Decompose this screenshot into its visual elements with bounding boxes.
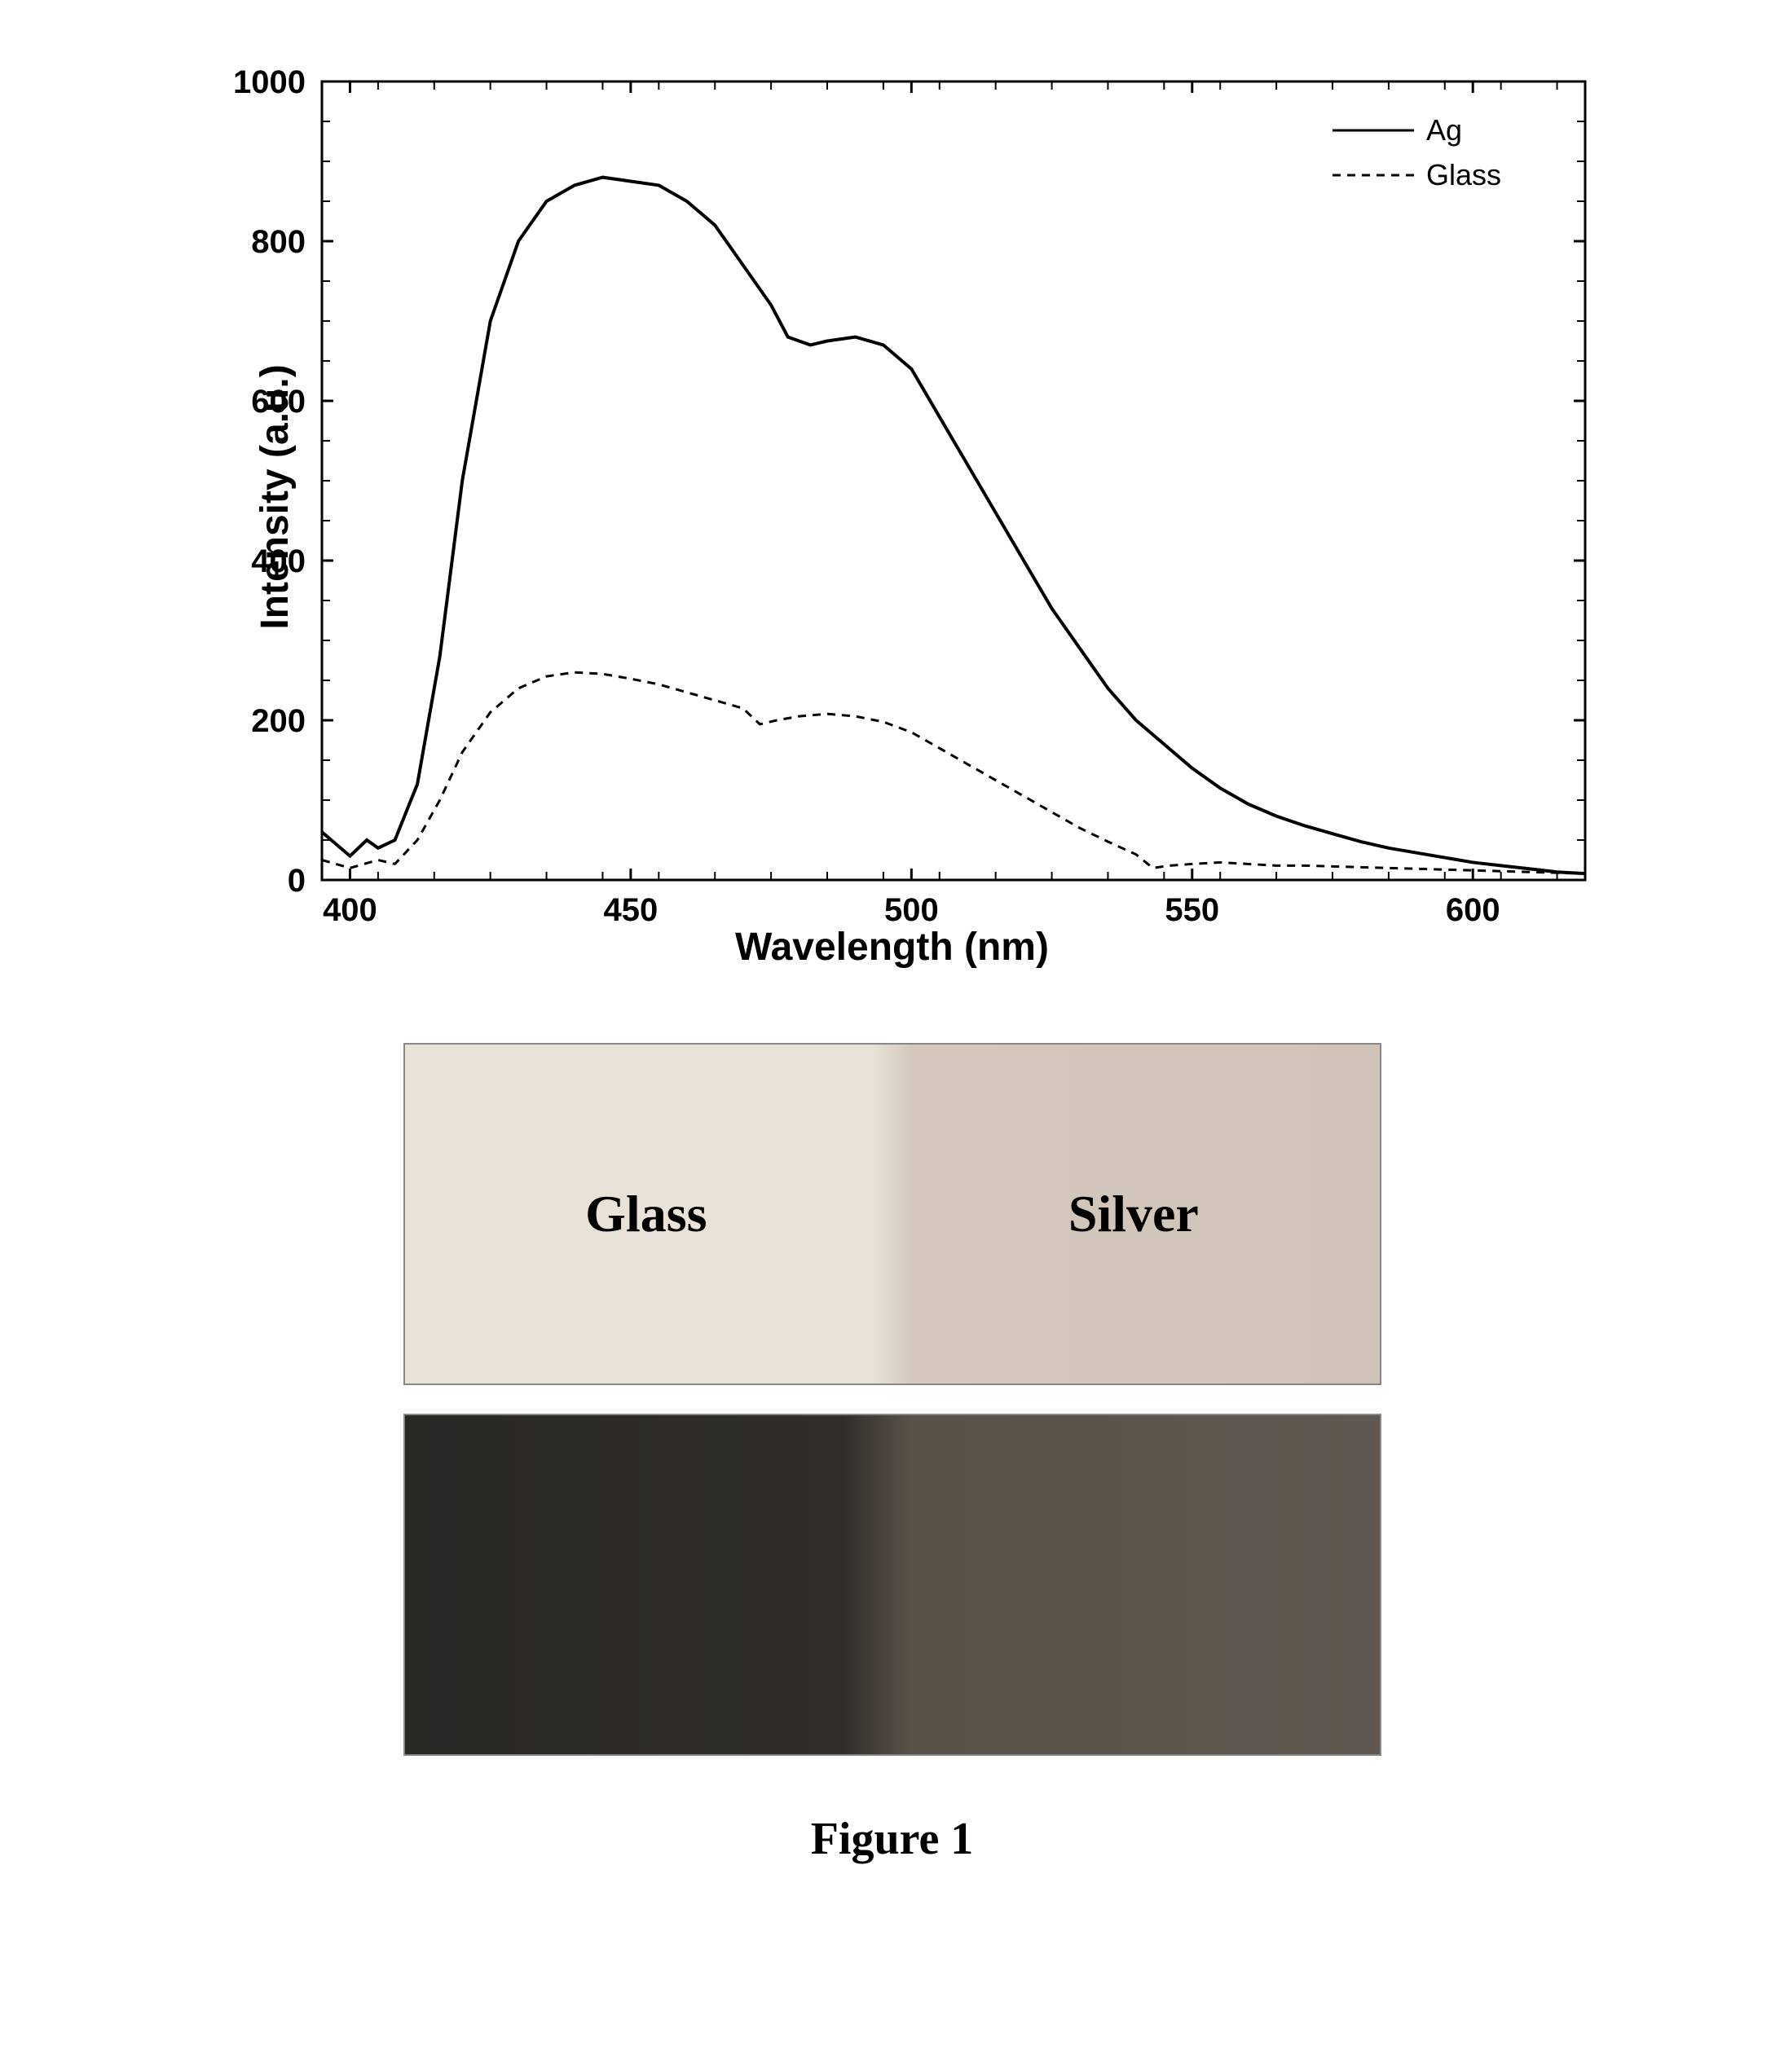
silver-label: Silver [1068, 1184, 1199, 1244]
glass-label: Glass [585, 1184, 707, 1244]
svg-text:0: 0 [287, 863, 305, 899]
svg-text:200: 200 [251, 703, 306, 739]
svg-text:550: 550 [1165, 892, 1219, 928]
sample-label-row: Glass Silver [405, 1184, 1380, 1244]
svg-text:500: 500 [883, 892, 938, 928]
svg-text:Glass: Glass [1426, 158, 1501, 191]
svg-text:600: 600 [1445, 892, 1500, 928]
svg-text:Ag: Ag [1426, 113, 1462, 147]
sample-images: Glass Silver [403, 1043, 1381, 1756]
light-sample-image: Glass Silver [403, 1043, 1381, 1385]
svg-text:450: 450 [603, 892, 658, 928]
svg-text:400: 400 [323, 892, 377, 928]
spectrum-chart: Intensity (a.u.) 40045050055060002004006… [159, 49, 1626, 945]
figure-caption: Figure 1 [33, 1813, 1751, 1865]
svg-text:1000: 1000 [233, 64, 306, 100]
chart-plot-area: 40045050055060002004006008001000AgGlass [159, 49, 1626, 945]
x-axis-label: Wavelength (nm) [735, 925, 1049, 970]
y-axis-label: Intensity (a.u.) [253, 364, 297, 629]
dark-sample-image [403, 1414, 1381, 1756]
svg-text:800: 800 [251, 224, 306, 260]
